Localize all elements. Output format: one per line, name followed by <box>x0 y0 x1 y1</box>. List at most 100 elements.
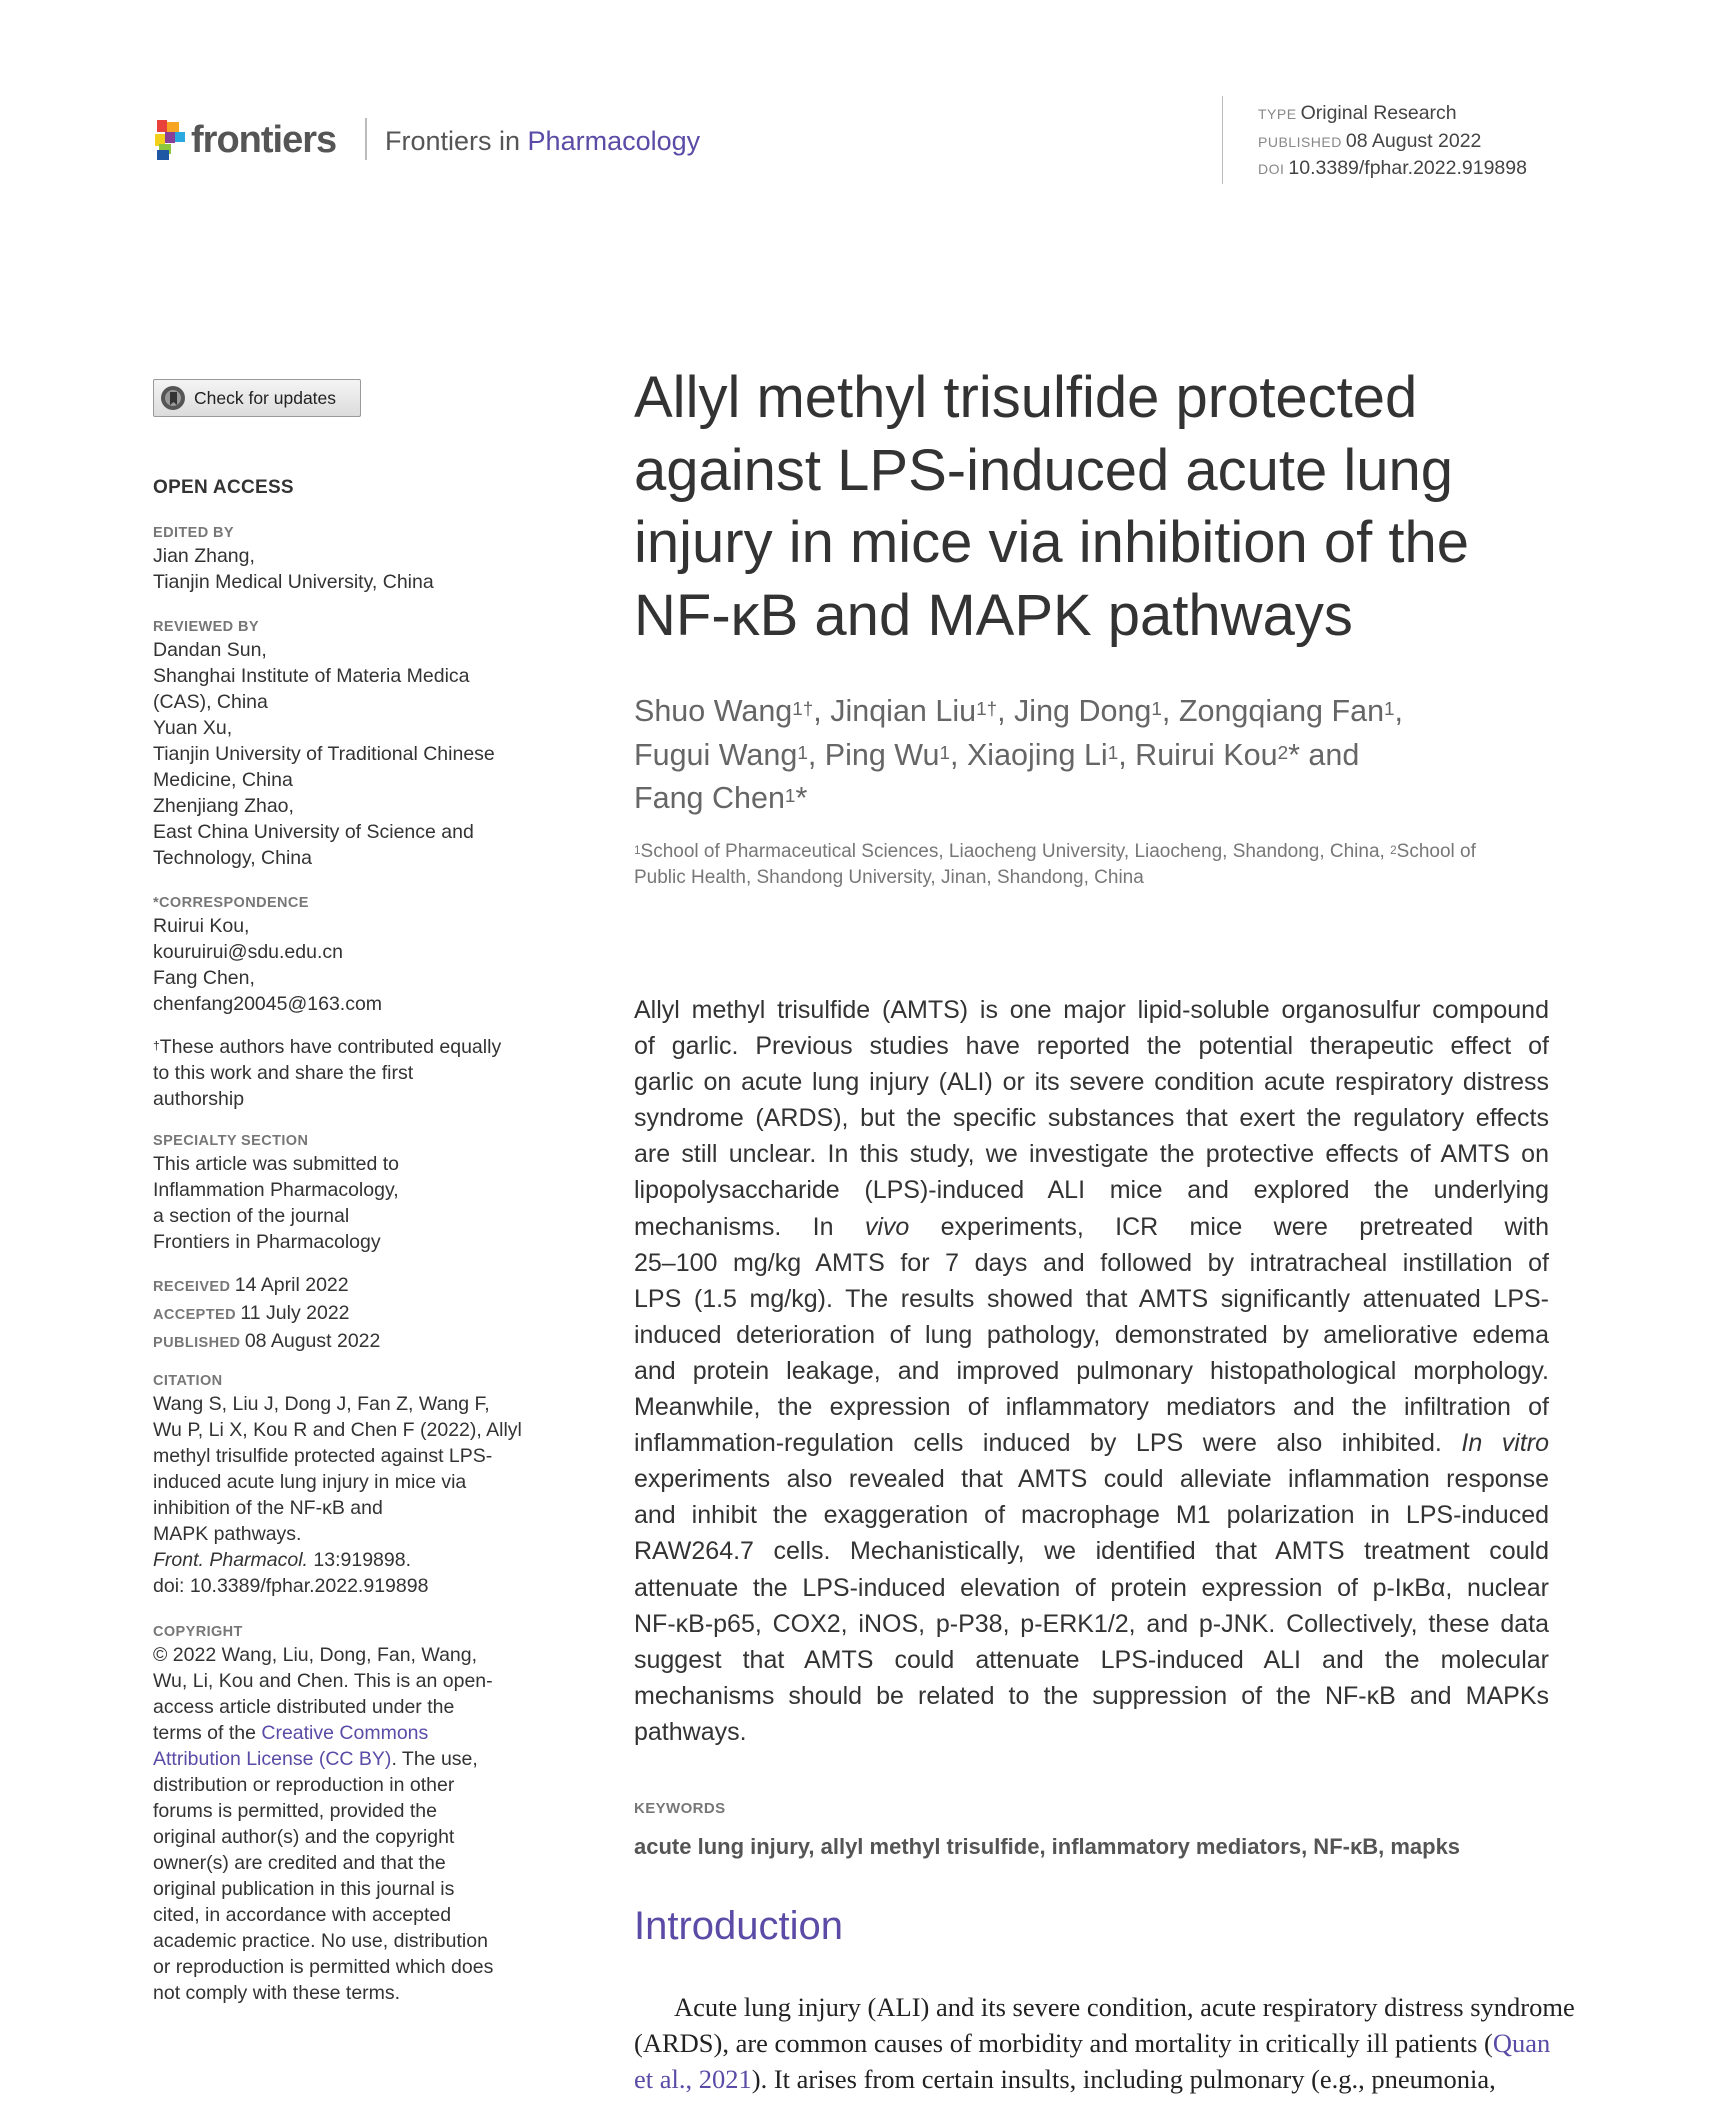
reference-link[interactable]: Attribution License (CC BY) <box>153 1748 392 1770</box>
affiliations: 1School of Pharmaceutical Sciences, Liao… <box>634 839 1476 891</box>
text-segment: or reproduction is permitted which does <box>153 1956 494 1978</box>
text-segment: mechanisms. In <box>634 1212 865 1241</box>
doi-row: DOI 10.3389/fphar.2022.919898 <box>1258 155 1527 183</box>
text-segment: vivo <box>864 1212 910 1241</box>
sidebar-block-label: EDITED BY <box>153 525 234 541</box>
text-segment: 08 August 2022 <box>244 1330 381 1352</box>
sidebar-line: a section of the journal <box>153 1203 399 1229</box>
introduction-body: Acute lung injury (ALI) and its severe c… <box>634 1989 1575 2097</box>
text-segment: 1 <box>1384 699 1395 721</box>
abstract-line: and protein leakage, and improved pulmon… <box>634 1353 1549 1389</box>
text-segment: PUBLISHED <box>153 1335 245 1351</box>
sidebar-block: REVIEWED BY Dandan Sun, Shanghai Institute… <box>153 617 495 871</box>
text-segment: MAPK pathways. <box>153 1523 302 1545</box>
text-segment: School of <box>1396 841 1476 862</box>
text-segment: 13:919898. <box>307 1549 411 1571</box>
sidebar-line: to this work and share the first <box>153 1060 501 1086</box>
text-segment: pathways. <box>634 1717 747 1746</box>
text-segment: 1 <box>797 742 808 764</box>
text-segment: 14 April 2022 <box>234 1274 349 1296</box>
text-segment: In vitro <box>1461 1429 1549 1458</box>
text-segment: Shuo Wang <box>634 694 793 728</box>
text-segment: (ARDS), are common causes of morbidity a… <box>634 2028 1493 2058</box>
text-segment: NF-κB-p65, COX2, iNOS, p-P38, p-ERK1/2, … <box>634 1609 1549 1638</box>
sidebar-line: cited, in accordance with accepted <box>153 1902 493 1928</box>
text-segment: 1† <box>792 699 814 721</box>
sidebar-block: RECEIVED 14 April 2022 ACCEPTED 11 July 2… <box>153 1272 380 1356</box>
text-segment: , Jinqian Liu <box>813 694 977 728</box>
abstract-line: suggest that AMTS could attenuate LPS-in… <box>634 1642 1549 1678</box>
published-label: PUBLISHED <box>1258 133 1342 150</box>
abstract-line: are still unclear. In this study, we inv… <box>634 1136 1549 1172</box>
text-segment: Dandan Sun, <box>153 639 267 661</box>
text-segment: , Ping Wu <box>807 737 940 772</box>
text-segment: RECEIVED <box>153 1279 235 1295</box>
sidebar-line: academic practice. No use, distribution <box>153 1928 493 1954</box>
text-segment: experiments, ICR mice were pretreated wi… <box>909 1212 1549 1241</box>
check-for-updates-button[interactable]: Check for updates <box>153 379 361 417</box>
sidebar-block-label: COPYRIGHT <box>153 1624 243 1640</box>
title-line: Allyl methyl trisulfide protected <box>634 362 1564 435</box>
sidebar-line: RECEIVED 14 April 2022 <box>153 1272 380 1300</box>
text-segment: forums is permitted, provided the <box>153 1800 437 1822</box>
text-segment: garlic on acute lung injury (ALI) or its… <box>634 1068 1549 1097</box>
text-segment: Wang S, Liu J, Dong J, Fan Z, Wang F, <box>153 1393 490 1415</box>
text-segment: against LPS-induced acute lung <box>634 437 1454 503</box>
text-segment: Public Health, Shandong University, Jina… <box>634 867 1144 888</box>
abstract: Allyl methyl trisulfide (AMTS) is one ma… <box>634 992 1549 1750</box>
reference-link[interactable]: et al., 2021 <box>634 2064 752 2094</box>
text-segment: Yuan Xu, <box>153 717 233 739</box>
affiliation-line: 1School of Pharmaceutical Sciences, Liao… <box>634 839 1476 865</box>
sidebar-line: Dandan Sun, <box>153 637 495 663</box>
sidebar-block-label: SPECIALTY SECTION <box>153 1133 309 1149</box>
text-segment: 1 <box>1151 699 1162 721</box>
sidebar-block: *CORRESPONDENCE Ruirui Kou, kouruirui@sdu.… <box>153 893 382 1017</box>
text-segment: † <box>153 1038 160 1053</box>
logo-divider <box>365 118 367 160</box>
author-line: Fugui Wang1, Ping Wu1, Xiaojing Li1, Rui… <box>634 734 1403 778</box>
title-line: against LPS-induced acute lung <box>634 435 1564 508</box>
text-segment: , Xiaojing Li <box>950 737 1108 772</box>
check-updates-icon <box>161 386 185 410</box>
text-segment: © 2022 Wang, Liu, Dong, Fan, Wang, <box>153 1644 478 1666</box>
text-segment: Jian Zhang, <box>153 545 255 567</box>
abstract-line: 25–100 mg/kg AMTS for 7 days and followe… <box>634 1245 1549 1281</box>
sidebar-line: Jian Zhang, <box>153 543 434 569</box>
text-segment: These authors have contributed equally <box>159 1036 502 1058</box>
abstract-line: experiments also revealed that AMTS coul… <box>634 1461 1549 1497</box>
text-segment: Technology, China <box>153 847 312 869</box>
text-segment: induced deterioration of lung pathology,… <box>634 1320 1549 1349</box>
text-segment: Acute lung injury (ALI) and its severe c… <box>674 1992 1575 2022</box>
text-segment: inflammation-regulation cells induced by… <box>634 1429 1462 1458</box>
sidebar-line: Yuan Xu, <box>153 715 495 741</box>
text-segment: , Ruirui Kou <box>1118 737 1278 772</box>
frontiers-logo[interactable]: frontiers <box>153 118 337 162</box>
text-segment: to this work and share the first <box>153 1062 414 1084</box>
doi-value[interactable]: 10.3389/fphar.2022.919898 <box>1288 157 1527 179</box>
text-segment: Wu P, Li X, Kou R and Chen F (2022), All… <box>153 1419 522 1441</box>
abstract-line: pathways. <box>634 1714 1549 1750</box>
published-row: PUBLISHED 08 August 2022 <box>1258 128 1527 156</box>
sidebar-line: Wang S, Liu J, Dong J, Fan Z, Wang F, <box>153 1391 522 1417</box>
keywords: acute lung injury, allyl methyl trisulfi… <box>634 1834 1461 1859</box>
sidebar-line: Inflammation Pharmacology, <box>153 1177 399 1203</box>
abstract-line: induced deterioration of lung pathology,… <box>634 1317 1549 1353</box>
meta-divider <box>1222 96 1223 184</box>
abstract-line: NF-κB-p65, COX2, iNOS, p-P38, p-ERK1/2, … <box>634 1606 1549 1642</box>
reference-link[interactable]: Creative Commons <box>261 1722 429 1744</box>
text-segment: . The use, <box>391 1748 478 1770</box>
text-segment: 2 <box>1277 742 1289 764</box>
text-segment: Medicine, China <box>153 769 293 791</box>
reference-link[interactable]: Quan <box>1492 2028 1551 2058</box>
journal-name[interactable]: Frontiers in Pharmacology <box>385 126 700 157</box>
abstract-line: syndrome (ARDS), but the specific substa… <box>634 1100 1549 1136</box>
text-segment: This article was submitted to <box>153 1153 400 1175</box>
text-segment: chenfang20045@163.com <box>153 993 383 1015</box>
abstract-line: lipopolysaccharide (LPS)-induced ALI mic… <box>634 1172 1549 1208</box>
intro-line: (ARDS), are common causes of morbidity a… <box>634 2025 1551 2061</box>
text-segment: of garlic. Previous studies have reporte… <box>634 1032 1549 1061</box>
text-segment: Allyl methyl trisulfide (AMTS) is one ma… <box>634 996 1549 1024</box>
text-segment: lipopolysaccharide (LPS)-induced ALI mic… <box>634 1176 1549 1205</box>
sidebar-line: forums is permitted, provided the <box>153 1798 493 1824</box>
text-segment: RAW264.7 cells. Mechanistically, we iden… <box>634 1537 1549 1566</box>
